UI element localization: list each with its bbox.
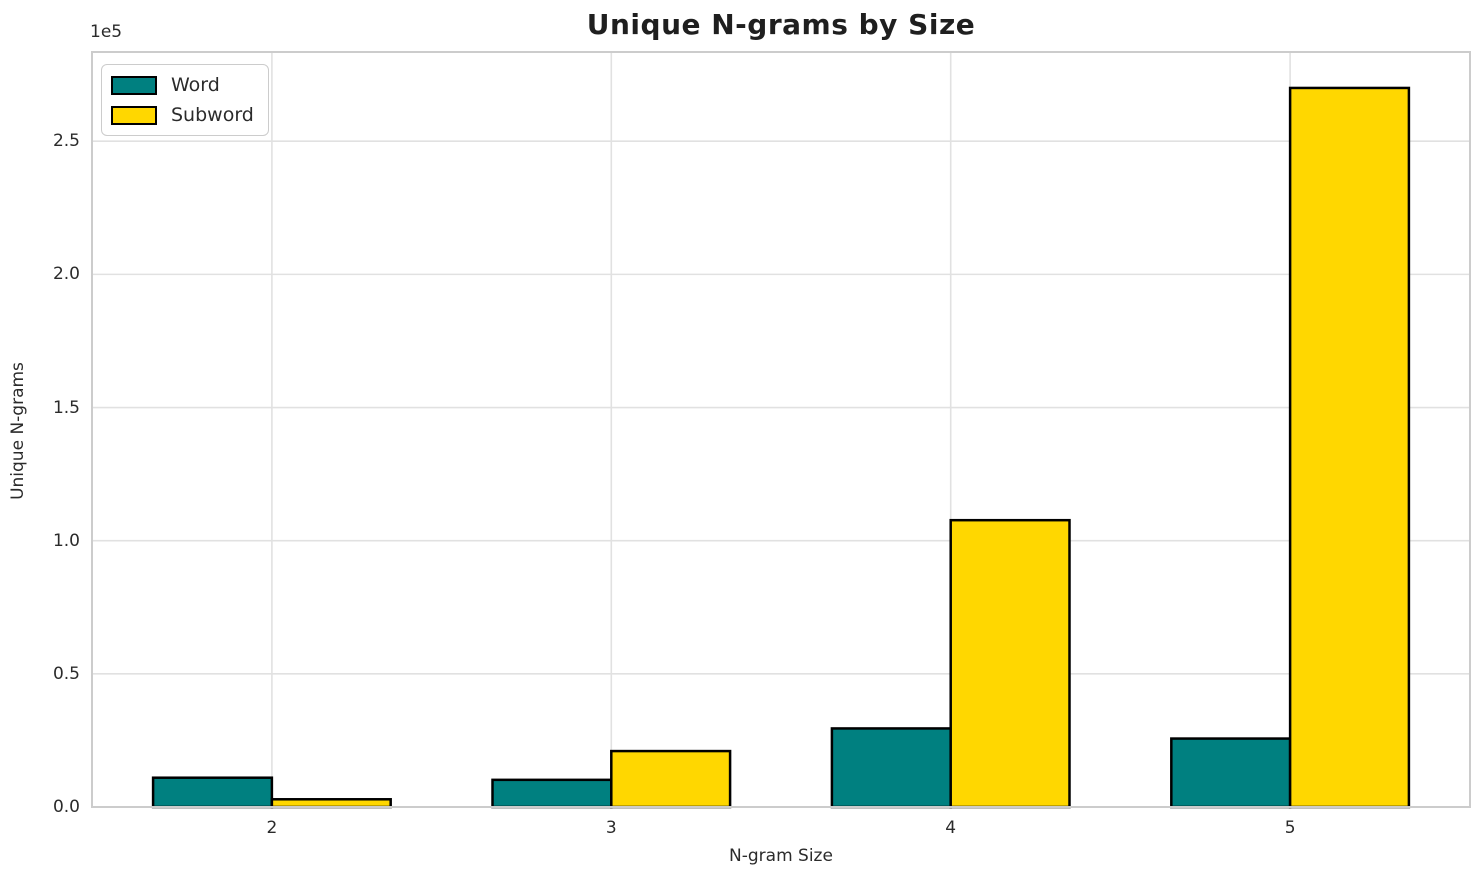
y-tick-label: 1.0 — [52, 530, 80, 551]
y-tick-label: 1.5 — [52, 397, 80, 418]
legend-label-subword: Subword — [171, 104, 254, 126]
y-tick-label: 2.0 — [52, 264, 80, 285]
chart-title: Unique N-grams by Size — [586, 8, 976, 41]
bar-word-5 — [1170, 737, 1292, 809]
y-tick-label: 2.5 — [52, 131, 80, 152]
bar-word-3 — [491, 778, 613, 809]
bar-word-2 — [151, 776, 274, 809]
x-tick-label: 2 — [266, 818, 278, 838]
y-tick-label: 0.5 — [52, 663, 80, 684]
subword-series-swatch — [111, 105, 157, 125]
bar-subword-4 — [949, 518, 1071, 809]
y-axis-label: Unique N-grams — [8, 362, 28, 500]
plot-border — [91, 51, 1471, 808]
bar-subword-3 — [610, 749, 732, 809]
bar-word-4 — [830, 727, 952, 809]
legend-label-word: Word — [171, 74, 220, 96]
y-tick-label: 0.0 — [52, 797, 80, 817]
bar-subword-5 — [1288, 86, 1411, 809]
x-tick-label: 3 — [605, 818, 617, 838]
x-tick-label: 5 — [1284, 818, 1296, 838]
x-tick-label: 4 — [945, 818, 957, 838]
legend: Word Subword — [101, 64, 269, 136]
y-axis-offset-text: 1e5 — [90, 22, 123, 42]
x-axis-label: N-gram Size — [729, 846, 833, 866]
word-series-swatch — [111, 75, 157, 95]
bar-subword-2 — [270, 798, 392, 809]
legend-item-subword: Subword — [111, 104, 254, 126]
legend-item-word: Word — [111, 74, 254, 96]
